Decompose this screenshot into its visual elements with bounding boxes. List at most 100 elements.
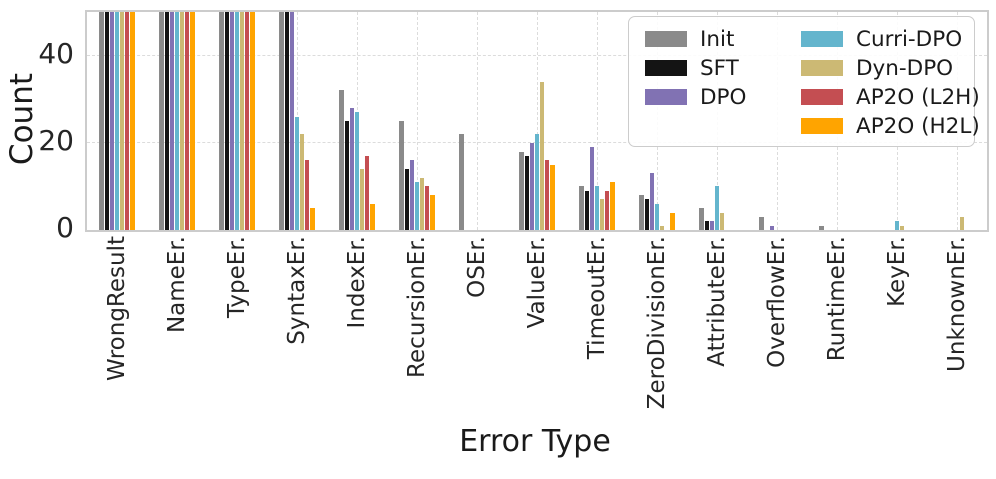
bar — [120, 12, 125, 230]
legend-item: Dyn-DPO — [801, 55, 980, 81]
x-tick-label: OverflowEr. — [764, 236, 790, 368]
bar — [425, 186, 430, 230]
bar — [109, 12, 114, 230]
bar-group — [327, 12, 387, 230]
bar — [360, 168, 365, 230]
bar — [130, 12, 135, 230]
legend-label: SFT — [700, 55, 739, 81]
legend-item: AP2O (H2L) — [801, 113, 980, 139]
legend-item: AP2O (L2H) — [801, 85, 980, 110]
gridline-vertical — [597, 12, 598, 230]
bar-group — [747, 12, 807, 230]
bar — [894, 221, 900, 230]
bar — [180, 12, 185, 230]
bar-group — [447, 12, 507, 230]
x-tick-label: AttributeEr. — [704, 236, 730, 367]
bar — [164, 12, 169, 230]
bar — [245, 12, 250, 230]
bar — [104, 12, 109, 230]
bar — [365, 155, 370, 230]
bar — [714, 186, 720, 230]
bar — [279, 12, 284, 230]
bar — [529, 142, 534, 230]
bar — [759, 216, 764, 230]
bar — [524, 155, 529, 230]
bar — [769, 225, 774, 230]
y-tick-label: 40 — [38, 36, 74, 70]
x-tick-label: ZeroDivisionEr. — [644, 236, 670, 410]
bar — [224, 12, 229, 230]
y-tick-label: 0 — [56, 211, 74, 244]
bar — [305, 160, 310, 230]
legend: Init SFT DPO Curri-DPO Dyn-DPO AP2O (L2H) AP2… — [628, 16, 980, 147]
bar — [414, 182, 420, 230]
bar — [409, 160, 414, 230]
bar — [349, 107, 354, 230]
y-tick-area: 0 20 40 — [0, 0, 80, 260]
bar — [399, 121, 404, 230]
bar — [250, 12, 255, 230]
bar — [125, 12, 130, 230]
x-tick-label: SyntaxEr. — [284, 236, 310, 345]
x-tick-label: NameEr. — [164, 236, 190, 334]
legend-label: AP2O (H2L) — [856, 113, 980, 139]
bar — [584, 190, 589, 230]
bar — [660, 225, 665, 230]
bar — [185, 12, 190, 230]
x-tick-label: ValueEr. — [524, 236, 550, 329]
bar — [459, 134, 464, 230]
bar — [709, 221, 714, 230]
x-tick-label: KeyEr. — [884, 236, 910, 307]
x-tick-label: RuntimeEr. — [824, 236, 850, 362]
bar — [534, 134, 540, 230]
bar — [114, 12, 120, 230]
legend-swatch — [801, 118, 843, 134]
legend-swatch — [645, 60, 687, 76]
bar — [240, 12, 245, 230]
x-axis-title: Error Type — [459, 424, 611, 459]
bar-group — [807, 12, 867, 230]
bar-group — [267, 12, 327, 230]
bar — [344, 121, 349, 230]
bar-group — [627, 12, 687, 230]
bar — [284, 12, 289, 230]
bar — [169, 12, 174, 230]
bar — [339, 90, 344, 230]
bar — [540, 81, 545, 230]
legend-column-2: Curri-DPO Dyn-DPO AP2O (L2H) AP2O (H2L) — [801, 26, 980, 139]
bar — [605, 190, 610, 230]
legend-item: SFT — [645, 55, 775, 81]
bar — [404, 168, 409, 230]
bar — [519, 151, 524, 230]
bar — [294, 116, 300, 230]
x-tick-label: UnknownEr. — [944, 236, 970, 372]
gridline-vertical — [477, 12, 478, 230]
gridline-vertical — [537, 12, 538, 230]
legend-label: Curri-DPO — [856, 26, 963, 52]
bar — [99, 12, 104, 230]
bar — [289, 12, 294, 230]
bar — [960, 216, 965, 230]
bar — [610, 182, 615, 230]
bar — [370, 203, 375, 230]
bar — [654, 203, 660, 230]
legend-label: Dyn-DPO — [856, 55, 954, 81]
bar — [174, 12, 180, 230]
bar — [594, 186, 600, 230]
bar — [159, 12, 164, 230]
x-tick-label: RecursionEr. — [404, 236, 430, 378]
bar — [420, 177, 425, 230]
legend-swatch — [801, 89, 843, 105]
bar — [190, 12, 195, 230]
bar — [219, 12, 224, 230]
bar-group — [687, 12, 747, 230]
bar — [354, 112, 360, 230]
x-tick-label: IndexEr. — [344, 236, 370, 329]
gridline-vertical — [417, 12, 418, 230]
legend-label: DPO — [700, 84, 747, 110]
bar — [550, 164, 555, 230]
bar — [699, 208, 704, 230]
bar — [430, 195, 435, 230]
x-tick-label: WrongResult — [104, 236, 130, 381]
